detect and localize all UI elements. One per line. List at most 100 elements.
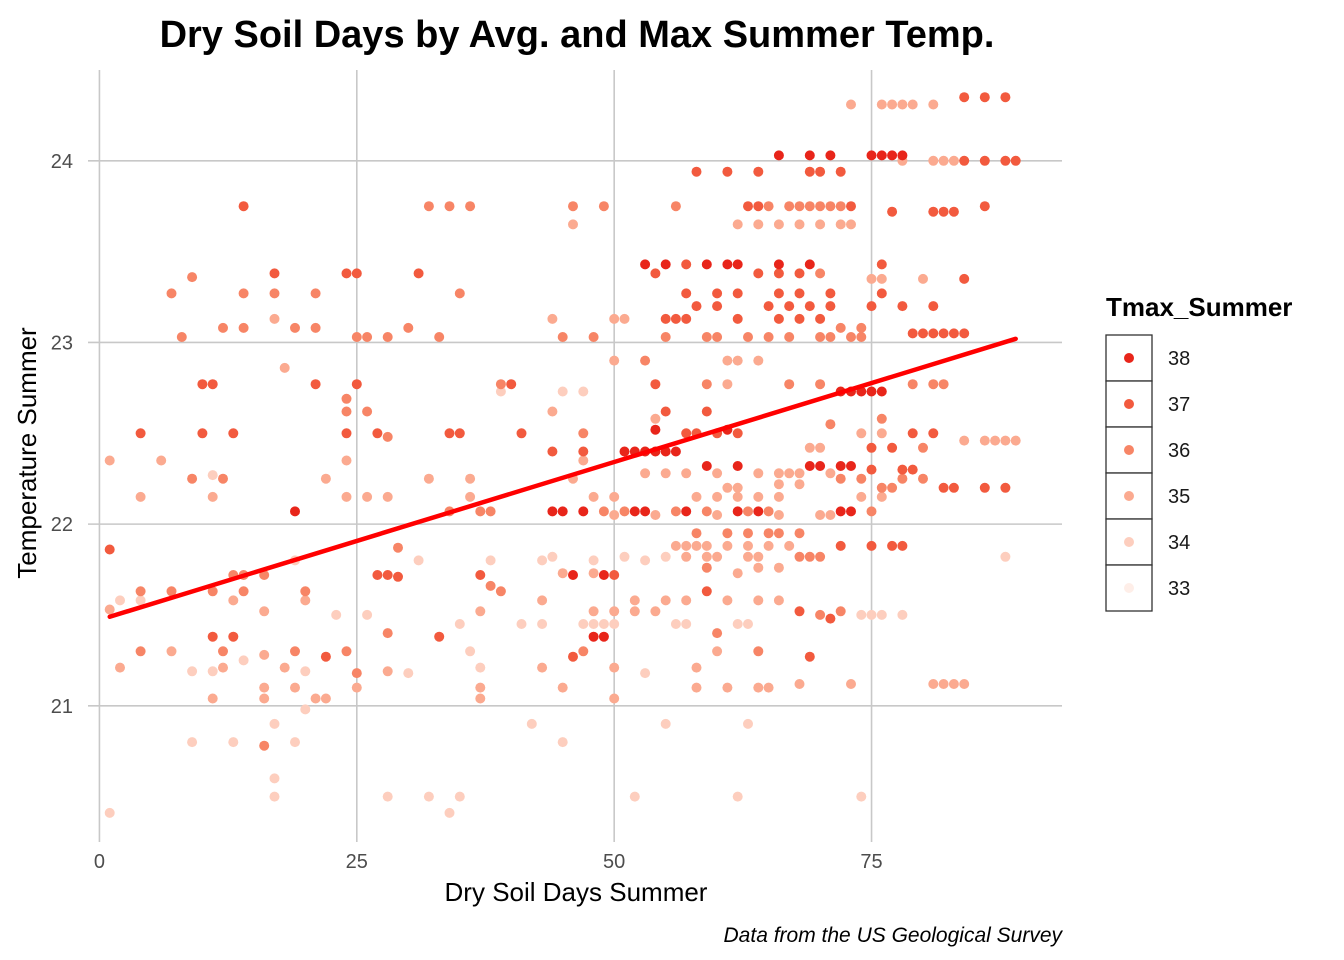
data-point [804,301,815,312]
data-point [465,491,476,502]
data-point [815,551,826,562]
data-point [465,646,476,657]
data-point [547,406,558,417]
data-point [773,268,784,279]
data-point [866,301,877,312]
data-point [228,631,239,642]
data-point [701,586,712,597]
data-point [835,506,846,517]
data-point [393,542,403,553]
grid-lines [88,70,1062,842]
data-point [815,461,826,471]
data-point [650,413,661,424]
data-point [959,273,970,284]
data-point [609,693,620,704]
data-point [691,301,702,312]
data-point [362,332,373,342]
data-point [465,201,476,212]
data-point [876,491,887,502]
data-point [434,332,445,342]
data-point [918,442,928,453]
data-point [794,268,805,279]
data-point [681,288,692,299]
data-point [104,807,115,818]
data-point [670,619,681,629]
data-point [516,428,527,439]
data-point [1010,155,1021,166]
data-point [732,288,743,299]
data-point [743,540,753,551]
data-point [372,428,383,439]
data-point [712,301,723,312]
data-point [681,428,692,439]
data-point [773,219,784,230]
data-point [609,355,620,366]
data-point [650,606,661,617]
data-point [197,428,208,439]
data-point [290,646,300,657]
data-point [887,482,898,493]
data-point [495,586,506,597]
data-point [660,332,671,342]
data-point [681,506,692,517]
data-point [815,201,826,212]
data-point [753,646,764,657]
chart-title: Dry Soil Days by Avg. and Max Summer Tem… [160,14,995,56]
data-point [598,631,609,642]
data-point [712,288,723,299]
data-point [269,288,280,299]
data-point [825,288,836,299]
data-point [341,491,352,502]
data-point [743,551,753,562]
data-point [691,662,702,673]
legend-key-dot [1124,583,1134,593]
data-point [588,568,599,579]
data-point [804,150,815,161]
data-point [588,555,599,566]
data-point [609,619,620,629]
data-point [753,355,764,366]
data-point [732,355,743,366]
x-tick-label: 25 [346,851,368,873]
data-point [526,718,537,729]
data-point [763,201,774,212]
data-point [846,506,856,517]
data-point [701,551,712,562]
data-point [166,646,177,657]
data-point [444,201,455,212]
chart-caption: Data from the US Geological Survey [724,924,1064,947]
y-tick-label: 21 [51,696,73,718]
data-point [475,506,486,517]
data-point [856,322,867,333]
data-point [279,362,290,373]
data-point [640,668,651,679]
data-point [763,682,774,693]
data-point [279,662,290,673]
data-point [784,540,795,551]
data-point [866,609,877,620]
data-point [701,332,712,342]
data-point [207,470,218,481]
y-tick-label: 24 [51,151,73,173]
data-point [547,313,558,324]
data-point [794,288,805,299]
data-point [815,442,826,453]
legend: Tmax_Summer 38 37 36 35 34 33 [1105,292,1292,612]
y-axis-title: Temperature Summer [12,327,42,579]
data-point [804,442,815,453]
data-point [670,313,681,324]
data-point [876,288,887,299]
data-point [876,150,887,161]
x-axis-title: Dry Soil Days Summer [445,877,708,907]
data-point [1000,435,1011,446]
data-point [475,570,486,580]
x-tick-label: 50 [603,851,625,873]
data-point [835,166,846,177]
data-point [743,332,753,342]
data-point [475,682,486,693]
data-point [835,219,846,230]
data-point [681,619,692,629]
data-point [691,540,702,551]
data-point [537,595,548,606]
data-point [475,662,486,673]
